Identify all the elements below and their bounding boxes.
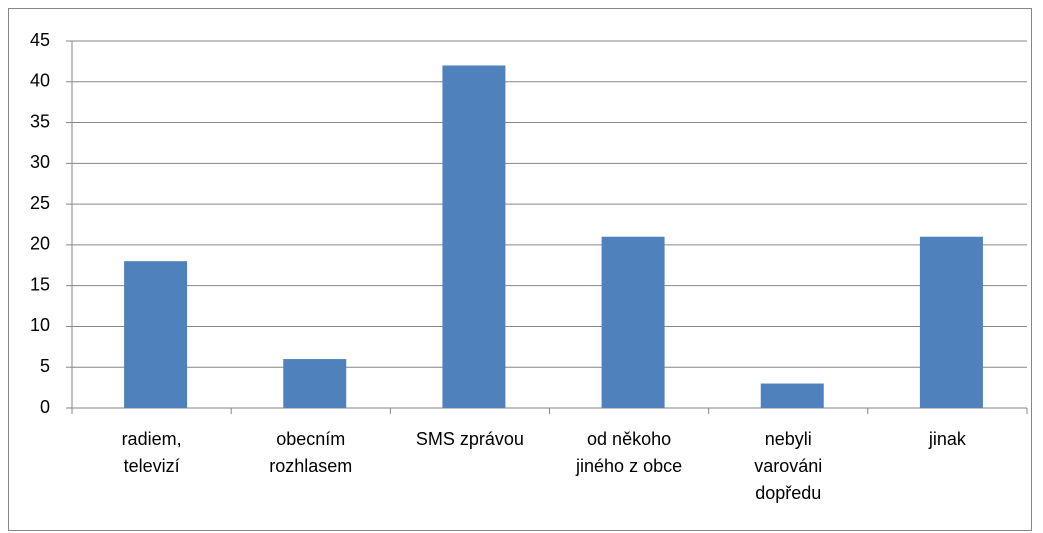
x-tick-label: SMS zprávou [415,429,524,449]
y-tick-label: 20 [30,234,50,254]
bar [283,359,347,408]
y-tick-label: 45 [30,30,50,50]
chart-frame [8,8,1032,531]
bar [919,236,983,408]
y-tick-label: 10 [30,315,50,335]
x-tick-label: obecním rozhlasem [269,429,353,476]
x-tick-label: jinak [928,429,966,449]
y-tick-label: 5 [40,356,50,376]
y-tick-label: 35 [30,111,50,131]
bar [442,65,506,408]
bar [124,261,188,408]
bar [760,383,824,408]
bar [601,236,665,408]
x-tick-label: od někoho jiného z obce [576,429,683,476]
x-tick-label: radiem, televizí [121,429,182,476]
y-tick-label: 40 [30,71,50,91]
y-tick-label: 0 [40,397,50,417]
y-tick-label: 15 [30,274,50,294]
y-tick-label: 30 [30,152,50,172]
y-tick-label: 25 [30,193,50,213]
x-tick-label: nebyli varováni dopředu [754,429,823,503]
